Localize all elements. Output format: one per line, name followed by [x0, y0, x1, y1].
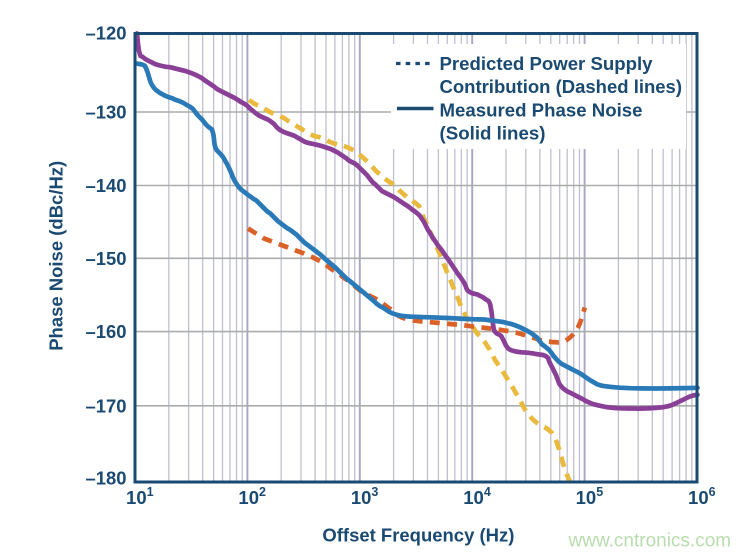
svg-text:Measured Phase Noise: Measured Phase Noise [440, 99, 643, 120]
svg-text:Phase Noise (dBc/Hz): Phase Noise (dBc/Hz) [46, 161, 67, 351]
svg-text:–170: –170 [86, 395, 127, 416]
svg-text:–130: –130 [86, 102, 127, 123]
svg-text:–160: –160 [86, 321, 127, 342]
svg-text:–180: –180 [86, 468, 127, 489]
svg-text:–150: –150 [86, 248, 127, 269]
svg-text:Offset Frequency (Hz): Offset Frequency (Hz) [322, 525, 514, 546]
svg-text:Predicted Power Supply: Predicted Power Supply [440, 53, 654, 74]
svg-text:(Solid lines): (Solid lines) [440, 123, 546, 144]
svg-text:www.cntronics.com: www.cntronics.com [568, 531, 732, 552]
svg-text:Contribution (Dashed lines): Contribution (Dashed lines) [440, 76, 683, 97]
svg-text:–120: –120 [86, 23, 127, 44]
svg-text:–140: –140 [86, 175, 127, 196]
